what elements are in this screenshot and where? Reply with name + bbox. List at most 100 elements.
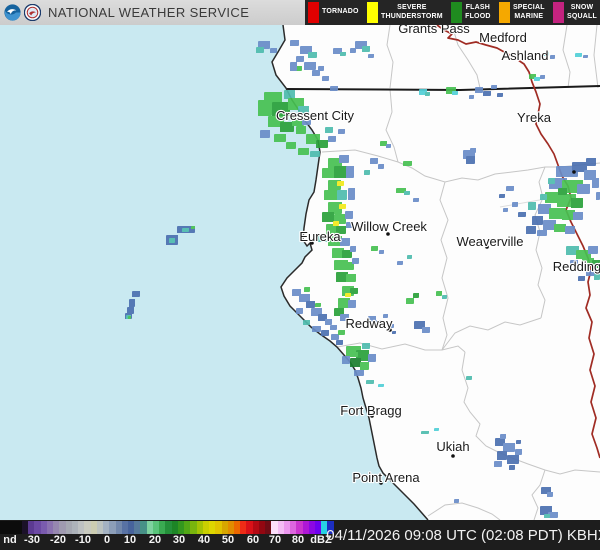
radar-echo-cell — [318, 66, 324, 71]
scale-segment — [190, 521, 197, 534]
radar-echo-cell — [509, 465, 515, 470]
radar-map[interactable]: Grants Pass Medford Ashland Yreka Cressent C… — [0, 20, 600, 521]
radar-echo-cell — [578, 276, 585, 281]
radar-echo-cell — [336, 340, 343, 345]
radar-echo-cell — [169, 238, 175, 243]
scale-segment — [152, 521, 160, 534]
city-dot — [370, 414, 374, 418]
warning-swatch — [553, 2, 565, 23]
city-label-ashland: Ashland — [502, 48, 549, 63]
scale-segment — [202, 521, 210, 534]
radar-echo-cell — [182, 228, 189, 232]
radar-echo-cell — [469, 95, 474, 99]
radar-echo-cell — [318, 314, 327, 321]
warning-label: SEVERE THUNDERSTORM — [381, 4, 443, 20]
radar-echo-cell — [543, 220, 556, 230]
radar-echo-cell — [407, 255, 412, 259]
radar-echo-cell — [333, 221, 339, 226]
radar-echo-cell — [386, 144, 391, 148]
scale-segment — [221, 521, 228, 534]
radar-echo-cell — [364, 170, 370, 175]
radar-echo-cell — [540, 194, 547, 200]
radar-echo-cell — [321, 330, 329, 336]
radar-echo-cell — [256, 47, 264, 53]
radar-echo-cell — [334, 166, 348, 178]
scale-segment — [159, 521, 166, 534]
radar-echo-cell — [506, 186, 514, 191]
radar-echo-cell — [503, 208, 508, 212]
radar-echo-cell — [299, 294, 310, 302]
radar-echo-cell — [537, 230, 547, 236]
radar-echo-cell — [582, 258, 594, 266]
radar-echo-cell — [592, 260, 600, 268]
city-dot — [379, 481, 383, 485]
radar-echo-cell — [340, 314, 349, 321]
radar-map-svg[interactable]: Grants Pass Medford Ashland Yreka Cressent C… — [0, 20, 600, 521]
radar-echo-cell — [397, 261, 403, 265]
radar-echo-cell — [577, 184, 590, 194]
city-label-grants-pass: Grants Pass — [398, 25, 470, 36]
scale-tick--30: -30 — [24, 534, 40, 546]
radar-echo-cell — [330, 325, 337, 330]
radar-echo-cell — [500, 434, 506, 439]
radar-echo-cell — [322, 212, 334, 222]
radar-echo-cell — [442, 295, 447, 299]
scale-tick-30: 30 — [172, 534, 186, 546]
radar-echo-cell — [380, 141, 387, 146]
radar-echo-cell — [507, 455, 519, 464]
scale-segment — [308, 521, 316, 534]
scale-unit-label: dBZ — [310, 534, 332, 546]
warning-swatch — [367, 2, 378, 23]
radar-echo-cell — [571, 198, 583, 208]
radar-echo-cell — [406, 298, 414, 304]
scale-tick-20: 20 — [148, 534, 162, 546]
radar-echo-cell — [328, 158, 342, 168]
scale-tick-50: 50 — [221, 534, 235, 546]
radar-echo-cell — [336, 226, 346, 234]
radar-echo-cell — [312, 326, 321, 332]
radar-echo-cell — [354, 370, 364, 376]
warning-legend-item: SEVERE THUNDERSTORM — [367, 0, 443, 25]
radar-echo-cell — [344, 262, 354, 270]
radar-echo-cell — [337, 190, 347, 200]
scale-segment — [22, 521, 29, 534]
radar-echo-cell — [339, 204, 346, 209]
radar-echo-cell — [338, 298, 350, 308]
radar-echo-cell — [290, 62, 297, 71]
radar-echo-cell — [392, 331, 396, 334]
radar-echo-cell — [512, 202, 518, 207]
scale-segment — [321, 521, 328, 534]
radar-echo-cell — [312, 70, 320, 76]
city-label-fort-bragg: Fort Bragg — [340, 403, 401, 418]
scale-segment — [196, 521, 203, 534]
radar-echo-cell — [296, 126, 306, 134]
radar-echo-cell — [466, 156, 475, 164]
radar-echo-cell — [548, 178, 555, 184]
radar-echo-cell — [272, 102, 290, 116]
radar-echo-cell — [413, 293, 419, 298]
radar-echo-cell — [543, 52, 549, 56]
radar-echo-cell — [495, 438, 505, 446]
nws-brand-bar: NATIONAL WEATHER SERVICE — [0, 0, 305, 25]
scale-tick-40: 40 — [197, 534, 211, 546]
radar-echo-cell — [284, 90, 295, 99]
scale-segment — [90, 521, 97, 534]
scale-segment — [233, 521, 241, 534]
radar-echo-cell — [547, 492, 553, 497]
city-label-ukiah: Ukiah — [436, 439, 469, 454]
radar-echo-cell — [296, 56, 304, 62]
radar-echo-cell — [260, 130, 270, 138]
scale-segment — [40, 521, 47, 534]
scale-tick-80: 80 — [291, 534, 305, 546]
radar-echo-cell — [586, 270, 595, 276]
scale-segment — [290, 521, 297, 534]
scale-segment — [215, 521, 222, 534]
radar-echo-cell — [350, 358, 361, 367]
timestamp-text: 04/11/2026 09:08 UTC (02:08 PDT) KBHX — [326, 526, 600, 544]
radar-echo-cell — [538, 204, 551, 214]
radar-echo-cell — [572, 162, 587, 172]
radar-echo-cell — [371, 246, 378, 251]
radar-echo-cell — [434, 428, 439, 431]
radar-echo-cell — [337, 181, 344, 186]
